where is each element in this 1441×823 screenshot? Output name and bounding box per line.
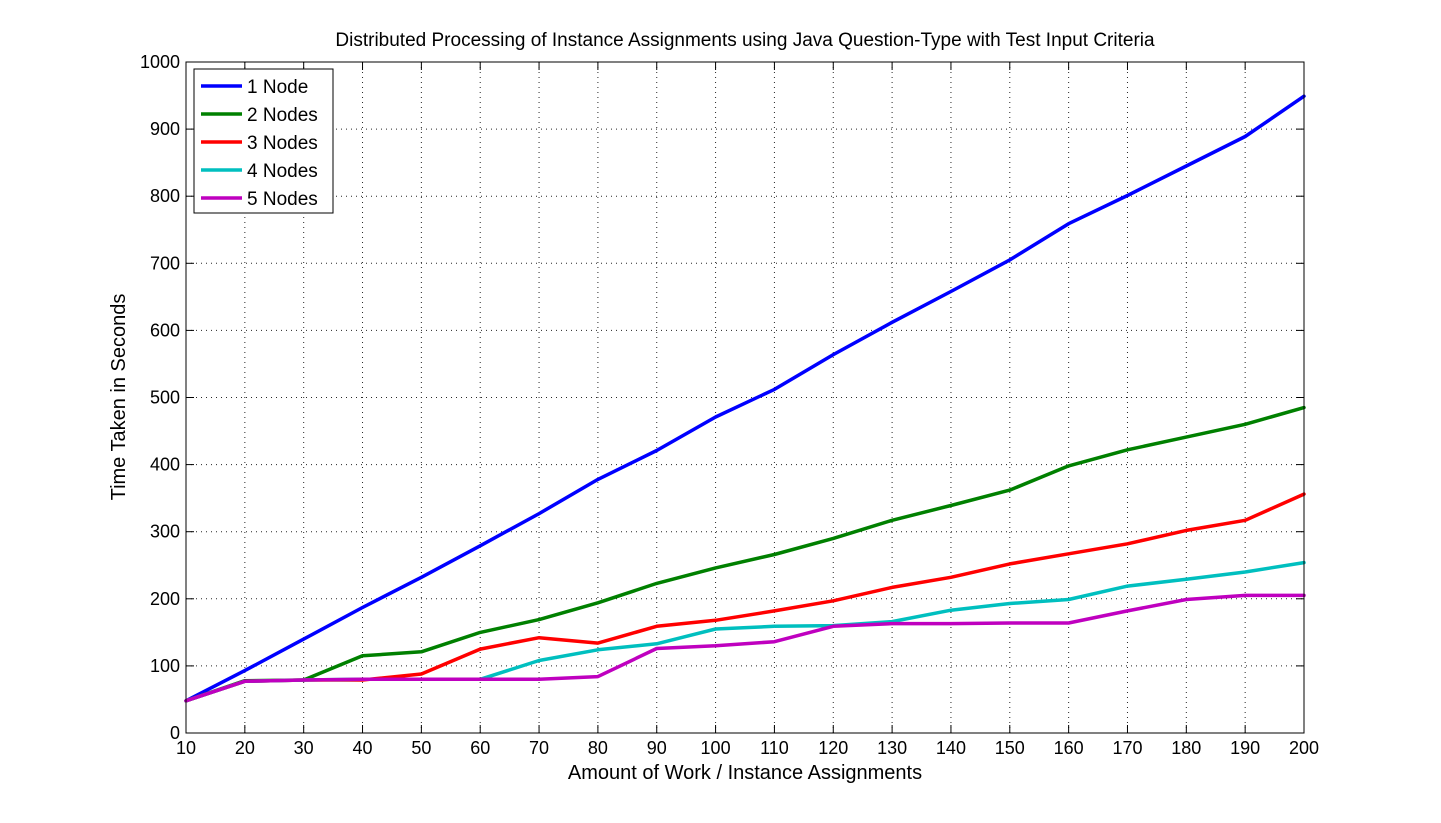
legend: 1 Node 2 Nodes 3 Nodes 4 Nodes 5 Nodes: [193, 68, 334, 214]
x-axis-label: Amount of Work / Instance Assignments: [568, 762, 922, 784]
x-tick-label: 40: [353, 738, 373, 758]
x-tick-label: 90: [647, 738, 667, 758]
legend-label: 1 Node: [247, 77, 308, 98]
x-tick-label: 10: [176, 738, 196, 758]
series-line: [184, 593, 1306, 703]
y-axis-label: Time Taken in Seconds: [108, 294, 130, 501]
y-tick-label: 400: [150, 455, 180, 475]
legend-label: 5 Nodes: [247, 189, 318, 210]
legend-label: 4 Nodes: [247, 161, 318, 182]
x-tick-label: 180: [1171, 738, 1201, 758]
y-tick-label: 0: [170, 723, 180, 743]
y-tick-label: 800: [150, 186, 180, 206]
y-tick-label: 500: [150, 388, 180, 408]
x-tick-label: 70: [529, 738, 549, 758]
x-tick-label: 30: [294, 738, 314, 758]
series-line: [184, 94, 1306, 703]
x-tick-label: 160: [1054, 738, 1084, 758]
chart-title: Distributed Processing of Instance Assig…: [335, 30, 1155, 51]
x-tick-label: 130: [877, 738, 907, 758]
legend-label: 2 Nodes: [247, 105, 318, 126]
y-tick-labels: 0 100 200 300 400 500 600 700 800 900 1000: [140, 52, 180, 743]
y-tick-label: 1000: [140, 52, 180, 72]
grid: [186, 62, 1304, 733]
x-tick-label: 110: [760, 738, 789, 758]
x-tick-label: 200: [1289, 738, 1319, 758]
y-tick-label: 300: [150, 522, 180, 542]
x-tick-label: 50: [411, 738, 431, 758]
y-tick-label: 100: [150, 656, 180, 676]
x-tick-labels: 10 20 30 40 50 60 70 80 90 100 110 120 130 140 150 160 1…: [176, 738, 1319, 758]
y-tick-label: 600: [150, 320, 180, 340]
series-line: [184, 405, 1306, 703]
x-tick-label: 140: [936, 738, 966, 758]
x-tick-label: 150: [995, 738, 1025, 758]
x-tick-label: 20: [235, 738, 255, 758]
y-tick-label: 200: [150, 589, 180, 609]
legend-label: 3 Nodes: [247, 133, 318, 154]
legend-entries: 1 Node 2 Nodes 3 Nodes 4 Nodes 5 Nodes: [201, 77, 318, 210]
y-tick-label: 700: [150, 253, 180, 273]
axis-ticks: [185, 61, 1305, 734]
series-lines: [184, 94, 1306, 703]
x-tick-label: 80: [588, 738, 608, 758]
x-tick-label: 100: [701, 738, 731, 758]
plot-area: [186, 62, 1304, 733]
x-tick-label: 60: [470, 738, 490, 758]
y-tick-label: 900: [150, 119, 180, 139]
x-tick-label: 190: [1230, 738, 1260, 758]
x-tick-label: 170: [1112, 738, 1142, 758]
x-tick-label: 120: [818, 738, 848, 758]
